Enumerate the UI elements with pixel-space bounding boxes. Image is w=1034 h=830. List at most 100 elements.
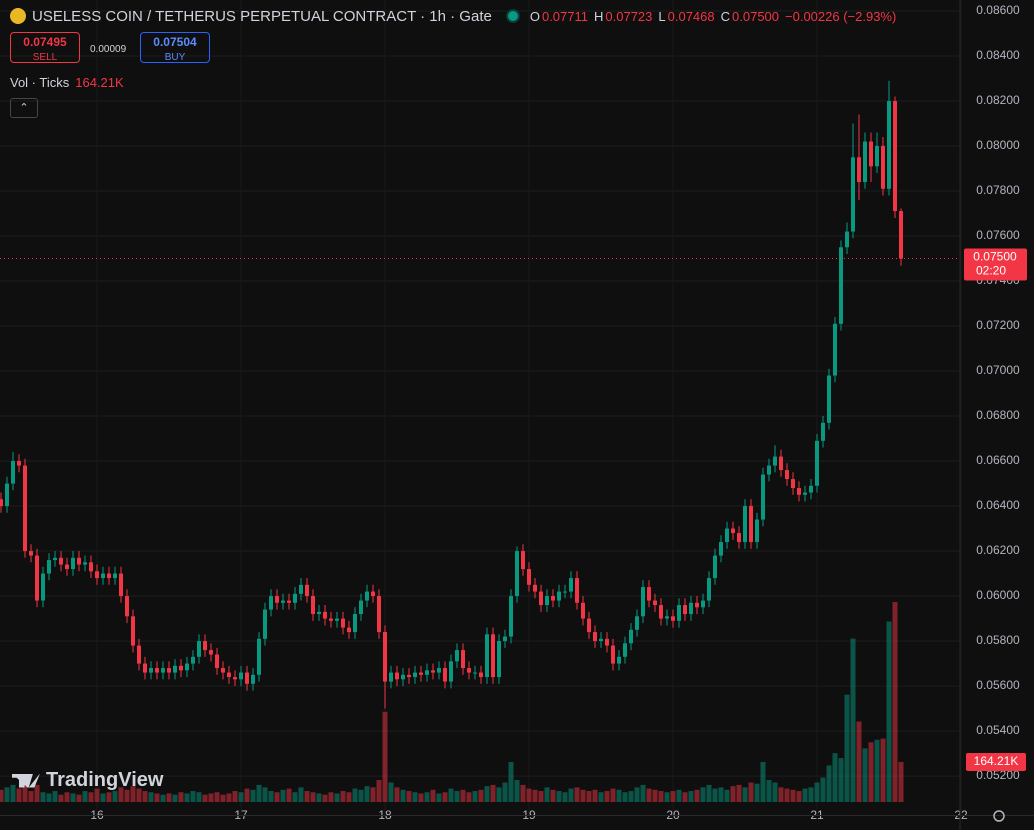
candle-body xyxy=(521,551,525,570)
y-tick-label: 0.06600 xyxy=(976,453,1020,467)
candle-body xyxy=(143,663,147,673)
volume-bar xyxy=(766,780,772,802)
candle-body xyxy=(47,560,51,574)
volume-bar xyxy=(160,794,166,802)
volume-bar xyxy=(640,784,646,802)
volume-bar xyxy=(838,758,844,802)
candle-body xyxy=(401,674,405,680)
candle-body xyxy=(593,632,597,642)
volume-bar xyxy=(82,791,88,802)
candle-body xyxy=(515,551,519,597)
candle-body xyxy=(827,375,831,423)
candle-body xyxy=(491,634,495,678)
candle-body xyxy=(449,661,453,682)
candle-body xyxy=(713,555,717,579)
candle-body xyxy=(749,506,753,543)
volume-bar xyxy=(88,792,94,802)
volume-bar xyxy=(262,787,268,802)
candle-body xyxy=(575,578,579,603)
candle-body xyxy=(119,573,123,597)
volume-bar xyxy=(718,787,724,802)
settings-icon[interactable] xyxy=(993,810,1005,822)
volume-bar xyxy=(694,789,700,802)
candle-body xyxy=(275,596,279,603)
volume-bar xyxy=(730,786,736,802)
volume-bar xyxy=(472,791,478,802)
candle-body xyxy=(797,488,801,495)
volume-bar xyxy=(496,787,502,802)
volume-bar xyxy=(142,791,148,802)
candle-body xyxy=(425,670,429,675)
volume-bar xyxy=(712,788,718,802)
candle-body xyxy=(83,562,87,565)
volume-bar xyxy=(394,787,400,802)
volume-bar xyxy=(892,602,898,802)
y-tick-label: 0.07000 xyxy=(976,363,1020,377)
candle-body xyxy=(677,605,681,621)
volume-bar xyxy=(40,792,46,802)
y-tick-label: 0.06400 xyxy=(976,498,1020,512)
volume-bar xyxy=(826,765,832,802)
coin-icon xyxy=(10,8,26,24)
volume-bar xyxy=(136,788,142,802)
y-tick-label: 0.05200 xyxy=(976,768,1020,782)
watermark-text: TradingView xyxy=(46,769,164,791)
candle-body xyxy=(461,650,465,669)
candle-body xyxy=(281,600,285,603)
candle-body xyxy=(77,557,81,565)
buy-button[interactable]: 0.07504 BUY xyxy=(140,32,210,63)
candle-body xyxy=(569,578,573,592)
volume-bar xyxy=(508,762,514,802)
volume-bar xyxy=(448,788,454,802)
last-price-box xyxy=(964,248,1027,281)
candle-body xyxy=(629,629,633,644)
volume-bar xyxy=(604,791,610,802)
candle-body xyxy=(869,141,873,167)
symbol-title[interactable]: USELESS COIN / TETHERUS PERPETUAL CONTRA… xyxy=(32,7,492,25)
volume-bar xyxy=(562,792,568,802)
volume-bar xyxy=(484,786,490,802)
volume-bar xyxy=(676,789,682,802)
y-tick-label: 0.05400 xyxy=(976,723,1020,737)
candle-body xyxy=(557,591,561,601)
volume-bar xyxy=(436,793,442,802)
volume-bar xyxy=(196,792,202,802)
volume-bar xyxy=(250,789,256,802)
candle-body xyxy=(191,656,195,664)
candle-body xyxy=(413,672,417,678)
candle-body xyxy=(311,596,315,615)
volume-bar xyxy=(796,791,802,802)
candle-body xyxy=(185,663,189,671)
y-tick-label: 0.06800 xyxy=(976,408,1020,422)
candle-body xyxy=(455,650,459,662)
candle-body xyxy=(809,485,813,493)
volume-bar xyxy=(682,792,688,802)
volume-bar xyxy=(610,788,616,802)
volume-bar xyxy=(754,783,760,802)
ohlc-key: H xyxy=(594,8,604,24)
candle-body xyxy=(683,605,687,615)
volume-bar xyxy=(586,791,592,802)
y-tick-label: 0.08000 xyxy=(976,138,1020,152)
candle-body xyxy=(35,555,39,601)
volume-bar xyxy=(34,784,40,802)
candle-body xyxy=(605,638,609,646)
volume-bar xyxy=(124,789,130,802)
ohlc-value: 0.07723 xyxy=(605,8,653,24)
candle-body xyxy=(155,668,159,673)
y-tick-label: 0.07800 xyxy=(976,183,1020,197)
volume-bar xyxy=(664,792,670,802)
countdown-label: 02:20 xyxy=(976,264,1006,278)
candle-body xyxy=(395,672,399,680)
volume-bar xyxy=(742,787,748,802)
candle-body xyxy=(443,668,447,682)
candle-body xyxy=(659,605,663,619)
volume-bar xyxy=(118,787,124,802)
volume-bar xyxy=(634,787,640,802)
candle-body xyxy=(179,665,183,671)
sell-button[interactable]: 0.07495 SELL xyxy=(10,32,80,63)
volume-bar xyxy=(16,788,22,802)
volume-bar xyxy=(790,789,796,802)
volume-bar xyxy=(226,793,232,802)
collapse-button[interactable]: ⌃ xyxy=(10,98,38,118)
